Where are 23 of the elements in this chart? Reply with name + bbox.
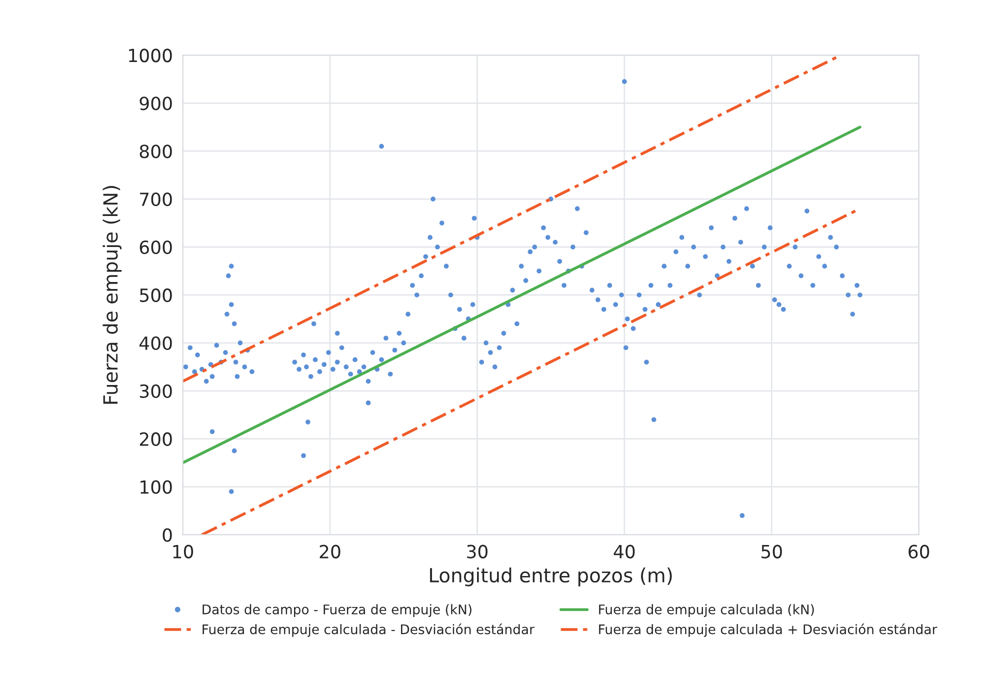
legend-label: Datos de campo - Fuerza de empuje (kN) <box>202 604 472 617</box>
y-tick-label: 800 <box>140 144 172 158</box>
x-tick-label: 60 <box>908 544 930 558</box>
y-tick-label: 100 <box>140 480 172 494</box>
x-axis-title: Longitud entre pozos (m) <box>430 568 672 586</box>
legend-label: Fuerza de empuje calculada + Desviación estándar <box>599 624 938 637</box>
y-tick-label: 500 <box>140 288 172 302</box>
x-tick-label: 50 <box>762 544 782 558</box>
legend-label: Fuerza de empuje calculada (kN) <box>599 604 814 617</box>
x-tick-label: 20 <box>320 544 340 558</box>
x-tick-label: 10 <box>173 544 194 558</box>
y-tick-label: 400 <box>139 336 172 350</box>
y-tick-label: 300 <box>140 384 172 398</box>
y-axis-title: Fuerza de empuje (kN) <box>102 186 122 404</box>
y-tick-label: 700 <box>140 192 172 206</box>
y-tick-label: 0 <box>162 528 172 542</box>
y-tick-label: 900 <box>140 96 172 110</box>
y-tick-label: 1000 <box>129 48 172 62</box>
x-tick-label: 30 <box>467 544 488 558</box>
y-tick-label: 600 <box>140 240 172 254</box>
legend-label: Fuerza de empuje calculada - Desviación estándar <box>202 624 534 637</box>
x-tick-label: 40 <box>614 544 635 558</box>
y-tick-label: 200 <box>140 432 172 446</box>
